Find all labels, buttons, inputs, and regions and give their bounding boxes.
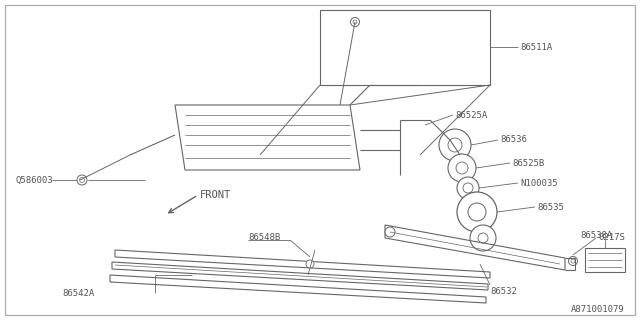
Circle shape xyxy=(439,129,471,161)
Text: 86548B: 86548B xyxy=(248,233,280,242)
Circle shape xyxy=(470,225,496,251)
Circle shape xyxy=(571,259,575,263)
Text: N100035: N100035 xyxy=(520,179,557,188)
Text: A871001079: A871001079 xyxy=(572,306,625,315)
Circle shape xyxy=(385,227,395,237)
Text: 86525A: 86525A xyxy=(455,110,487,119)
Text: 0217S: 0217S xyxy=(598,234,625,243)
Text: 86532: 86532 xyxy=(490,287,517,297)
Circle shape xyxy=(463,183,473,193)
Circle shape xyxy=(77,175,87,185)
Circle shape xyxy=(468,203,486,221)
Text: 86535: 86535 xyxy=(537,203,564,212)
Circle shape xyxy=(448,138,462,152)
Circle shape xyxy=(456,162,468,174)
Text: 86538A: 86538A xyxy=(580,231,612,241)
Text: Q586003: Q586003 xyxy=(15,175,52,185)
Text: 86525B: 86525B xyxy=(512,158,544,167)
Circle shape xyxy=(568,257,577,266)
Circle shape xyxy=(79,178,84,182)
Text: 86542A: 86542A xyxy=(62,289,94,298)
Text: FRONT: FRONT xyxy=(200,190,231,200)
Circle shape xyxy=(457,177,479,199)
Text: 86536: 86536 xyxy=(500,135,527,145)
Text: 86511A: 86511A xyxy=(520,43,552,52)
Circle shape xyxy=(351,18,360,27)
Circle shape xyxy=(457,192,497,232)
Circle shape xyxy=(306,260,314,268)
Circle shape xyxy=(478,233,488,243)
Circle shape xyxy=(448,154,476,182)
Circle shape xyxy=(353,20,357,24)
